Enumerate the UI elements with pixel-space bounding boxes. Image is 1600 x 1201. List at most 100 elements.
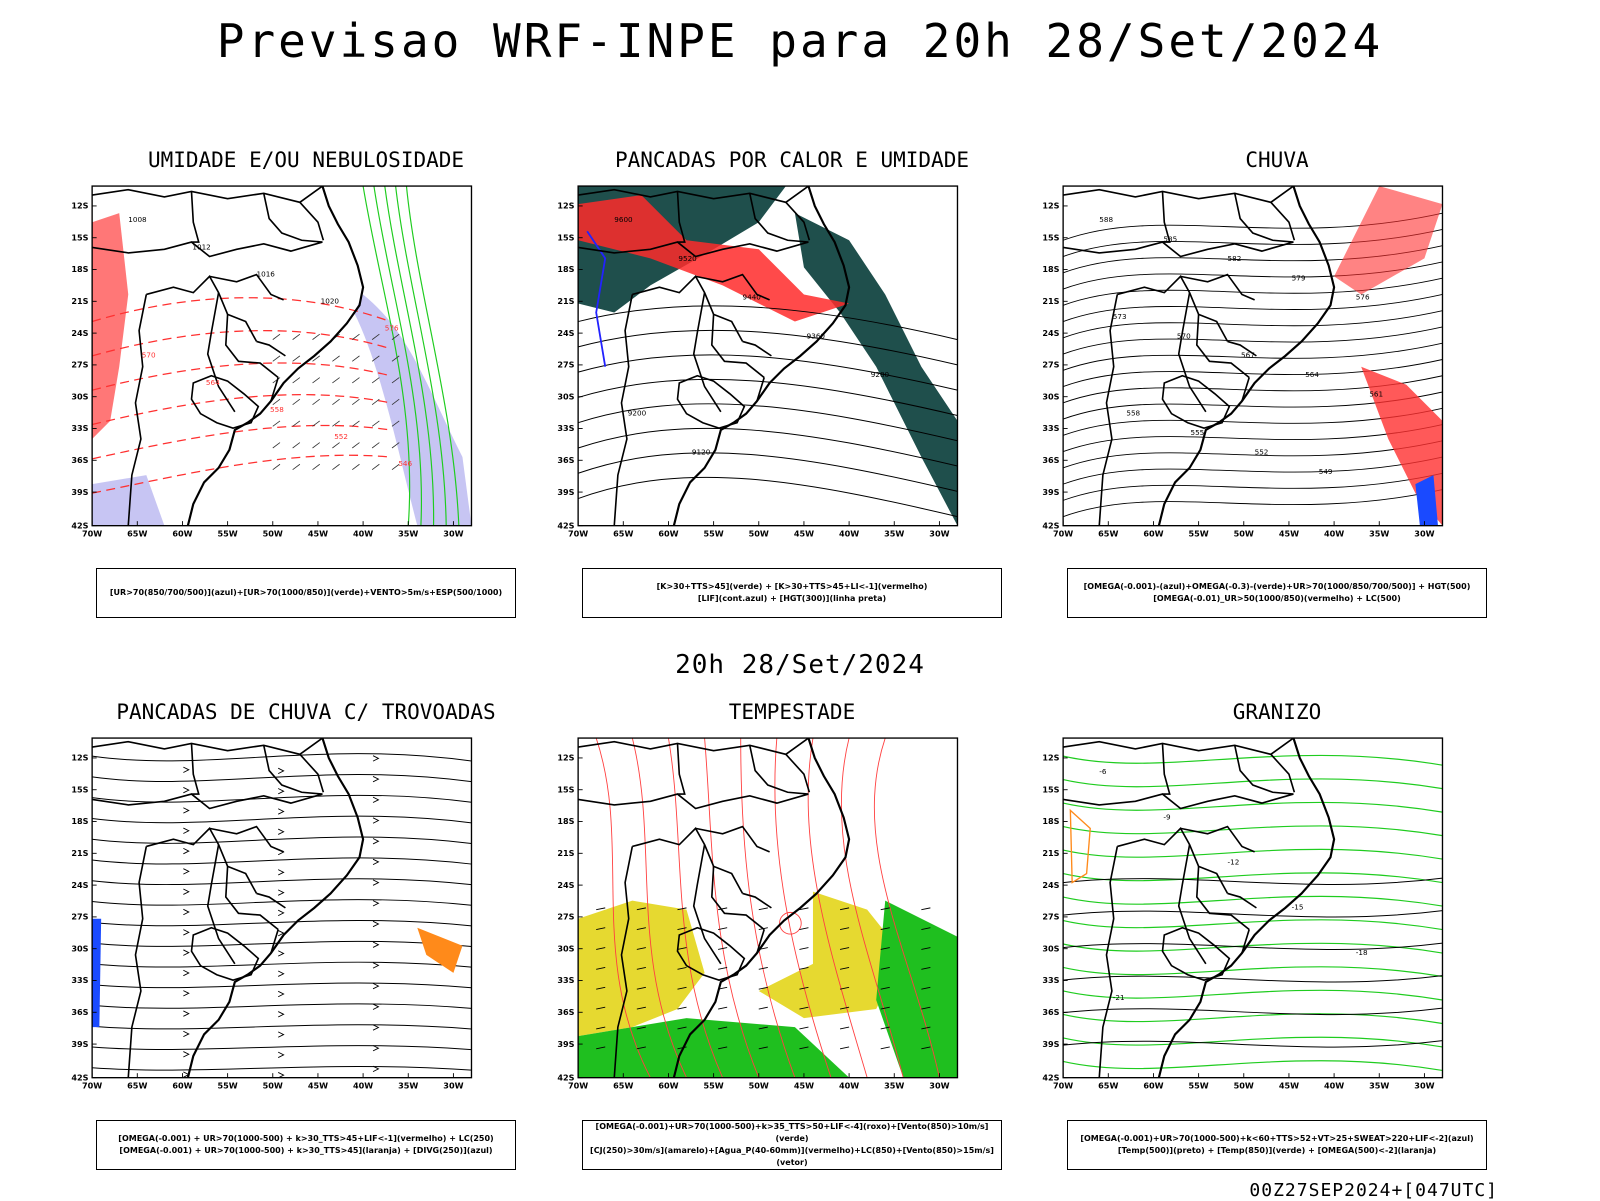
wind-vector: [312, 377, 320, 384]
wind-vector: [272, 333, 281, 340]
lon-label: 50W: [1234, 529, 1254, 539]
height-contour: [578, 378, 958, 416]
weather-map: 588 585 582 579 576 573 570 567 564 561 558 555 552 5…: [1042, 185, 1444, 539]
height-contour: [1063, 472, 1443, 501]
wind-vector: [921, 927, 931, 930]
map-layer: 1008 1012 1016 1020 576 570 564 558 552 546 12S 15S…: [71, 185, 473, 539]
thickness-contour: [92, 330, 391, 357]
lat-label: 21S: [1042, 848, 1059, 858]
wind-vector: [677, 947, 687, 950]
wind-vector: [839, 1046, 850, 1050]
border-line: [92, 793, 323, 810]
streamline: [631, 738, 687, 1078]
border-line: [1177, 292, 1207, 413]
contour-label: 576: [385, 324, 399, 333]
border-line: [92, 241, 323, 258]
streamline: [840, 738, 904, 1078]
border-line: [632, 275, 744, 342]
lat-label: 42S: [1042, 520, 1059, 530]
height-contour: [1063, 424, 1443, 453]
border-line: [1180, 273, 1255, 301]
map-frame: [1062, 737, 1444, 1079]
lat-label: 39S: [71, 487, 88, 497]
flow-arrow: [372, 776, 380, 783]
lat-label: 15S: [71, 232, 88, 242]
wind-vector: [839, 947, 850, 950]
border-line: [127, 846, 148, 1078]
lon-label: 55W: [1188, 529, 1208, 539]
humidity-contour: [384, 186, 435, 526]
border-line: [256, 340, 286, 357]
border-line: [1233, 193, 1294, 243]
flow-arrow: [372, 838, 380, 845]
border-line: [676, 191, 686, 243]
wind-vector: [371, 398, 380, 405]
divergence-area: [92, 918, 102, 1028]
wind-vector: [312, 463, 320, 471]
streamline: [92, 1003, 472, 1009]
streamline: [92, 899, 472, 906]
contour-label: 558: [1126, 409, 1140, 418]
wind-vector: [272, 463, 281, 471]
border-line: [1161, 191, 1171, 243]
wind-vector: [718, 1026, 728, 1030]
wind-vector: [272, 355, 281, 362]
wind-vector: [292, 442, 301, 449]
flow-arrow: [372, 941, 380, 948]
wind-vector: [292, 398, 301, 405]
wind-vector: [352, 420, 360, 427]
wind-vector: [921, 1006, 931, 1010]
flow-arrow: [372, 755, 380, 762]
temp500-contour: [1063, 1007, 1443, 1016]
wind-vector: [352, 355, 360, 362]
lat-label: 42S: [71, 520, 88, 530]
lon-label: 40W: [353, 1081, 373, 1091]
lat-label: 30S: [557, 391, 574, 401]
flow-arrow: [183, 807, 190, 814]
flow-arrow: [277, 1031, 285, 1038]
contour-label: 564: [206, 378, 220, 387]
temp500-contour: [1063, 1040, 1443, 1048]
weather-map: -6 -9 -12 -15 -18 -21 12S 15S 18S 21S 24S 27S 30S 33S…: [1042, 737, 1444, 1091]
wind-vector: [292, 463, 301, 471]
wind-vector: [799, 967, 809, 970]
border-line: [785, 753, 811, 793]
height-contour: [578, 427, 958, 467]
border-line: [748, 745, 809, 795]
omega-contour: [1069, 808, 1091, 884]
wind-vector: [391, 420, 400, 427]
border-line: [224, 314, 279, 379]
forecast-date: 20h 28/Set/2024: [675, 650, 925, 680]
lat-label: 27S: [557, 360, 574, 370]
coastline: [672, 738, 851, 1078]
streamline: [92, 857, 472, 865]
panel-title: PANCADAS DE CHUVA C/ TROVOADAS: [116, 700, 496, 724]
temp850-contour: [1063, 754, 1443, 766]
map-layer: 9600 9520 9440 9360 9280 9200 9120 12S 15S 18S 21S…: [557, 185, 959, 539]
temp850-contour: [1063, 966, 1443, 978]
coastline: [186, 186, 365, 526]
contour-label: -12: [1228, 858, 1240, 867]
border-line: [1117, 827, 1229, 894]
height-contour: [1063, 294, 1443, 322]
border-line: [578, 738, 809, 756]
contour-label: 9520: [678, 254, 697, 263]
flow-arrow: [183, 787, 190, 794]
legend-line: [OMEGA(-0.001) + UR>70(1000-500) + k>30_…: [118, 1134, 494, 1143]
flow-arrow: [277, 950, 285, 957]
lifted-index-area: [578, 195, 850, 322]
lon-label: 70W: [82, 1081, 102, 1091]
border-line: [756, 929, 765, 954]
lon-label: 45W: [1279, 1081, 1299, 1091]
lat-label: 15S: [1042, 232, 1059, 242]
lat-label: 33S: [557, 423, 574, 433]
wind-vector: [921, 907, 931, 911]
wind-vector: [921, 1046, 931, 1050]
panel-legend: [OMEGA(-0.001) + UR>70(1000-500) + k>30_…: [96, 1120, 516, 1170]
contour-label: 9200: [628, 409, 647, 418]
wind-vector: [391, 355, 400, 362]
wind-vector: [799, 1006, 809, 1010]
wind-vector: [839, 1006, 850, 1010]
